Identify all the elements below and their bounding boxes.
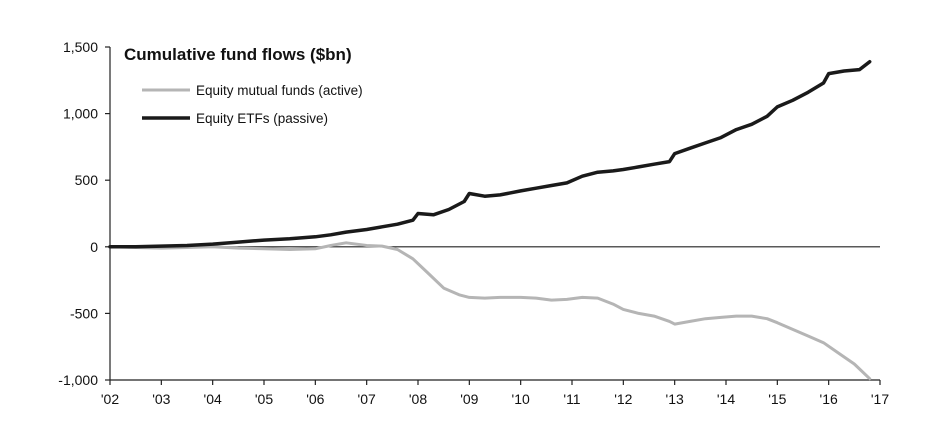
y-tick-label: 0	[90, 239, 98, 255]
series-layer	[108, 59, 872, 381]
series-line-mutual-funds	[108, 241, 872, 381]
y-tick-label: 1,000	[63, 106, 98, 122]
x-tick-label: '16	[820, 391, 838, 407]
y-tick-label: -500	[70, 305, 98, 321]
x-tick-label: '12	[614, 391, 632, 407]
x-tick-label: '10	[512, 391, 530, 407]
x-tick-label: '07	[358, 391, 376, 407]
series-line-etfs	[108, 59, 872, 249]
x-tick-label: '02	[101, 391, 119, 407]
axis-layer: 1,500 1,000 500 0 -500 -1,000'02 '03 '04 '05 '06 '…	[58, 39, 889, 407]
x-tick-label: '13	[666, 391, 684, 407]
x-tick-label: '09	[460, 391, 478, 407]
legend-label: Equity mutual funds (active)	[196, 83, 363, 98]
chart-title: Cumulative fund flows ($bn)	[124, 45, 352, 64]
x-tick-label: '15	[768, 391, 786, 407]
y-tick-label: 1,500	[63, 39, 98, 55]
x-tick-label: '03	[152, 391, 170, 407]
legend: Equity mutual funds (active) Equity ETFs …	[142, 83, 363, 126]
x-tick-label: '06	[306, 391, 324, 407]
y-tick-label: 500	[75, 172, 99, 188]
legend-label: Equity ETFs (passive)	[196, 111, 328, 126]
x-tick-label: '11	[563, 391, 580, 407]
y-tick-label: -1,000	[58, 372, 98, 388]
x-tick-label: '05	[255, 391, 273, 407]
x-tick-label: '14	[717, 391, 735, 407]
x-tick-label: '17	[871, 391, 889, 407]
x-tick-label: '04	[204, 391, 222, 407]
x-tick-label: '08	[409, 391, 427, 407]
